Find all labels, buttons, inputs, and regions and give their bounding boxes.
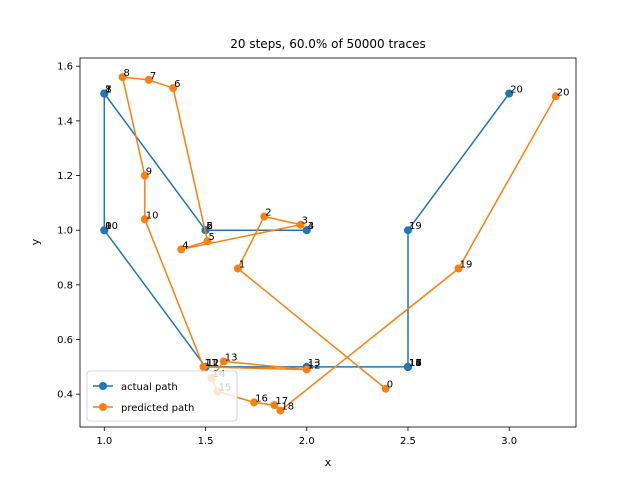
legend-label-predicted: predicted path (121, 403, 194, 414)
point-label-predicted: 7 (150, 71, 156, 82)
y-tick-label: 0.4 (57, 390, 73, 401)
point-label-actual: 10 (105, 221, 118, 232)
chart-title: 20 steps, 60.0% of 50000 traces (230, 37, 425, 51)
data-point-predicted (177, 245, 186, 254)
data-point-predicted (381, 384, 390, 393)
y-tick-label: 0.6 (57, 335, 73, 346)
data-point-predicted (140, 215, 149, 224)
point-label-actual: 14 (409, 358, 422, 369)
data-point-predicted (169, 84, 178, 93)
point-label-actual: 13 (308, 358, 321, 369)
legend-marker-actual (99, 382, 107, 390)
y-tick-label: 1.0 (57, 226, 73, 237)
data-point-predicted (199, 362, 208, 371)
point-label-predicted: 0 (387, 380, 393, 391)
point-label-actual: 1 (105, 85, 111, 96)
y-tick-label: 0.8 (57, 280, 73, 291)
data-point-predicted (260, 212, 269, 221)
point-label-actual: 5 (207, 221, 213, 232)
data-point-actual (403, 362, 412, 371)
data-point-actual (403, 226, 412, 235)
x-axis-label: x (325, 456, 332, 469)
x-tick-label: 1.0 (96, 436, 112, 447)
y-axis-label: y (29, 238, 42, 245)
data-point-actual (505, 89, 514, 98)
point-label-actual: 3 (308, 221, 314, 232)
data-point-predicted (296, 220, 305, 229)
point-label-predicted: 4 (182, 240, 188, 251)
x-tick-label: 2.5 (400, 436, 416, 447)
point-label-predicted: 11 (204, 358, 217, 369)
point-label-actual: 2 (207, 221, 213, 232)
point-label-predicted: 19 (460, 259, 473, 270)
point-label-actual: 12 (207, 358, 220, 369)
data-point-predicted (233, 264, 242, 273)
point-label-predicted: 9 (146, 167, 152, 178)
point-label-actual: 6 (207, 221, 213, 232)
point-label-actual: 19 (409, 221, 422, 232)
legend: actual path predicted path (86, 370, 238, 422)
legend-marker-predicted (99, 403, 107, 411)
x-tick-label: 3.0 (501, 436, 517, 447)
data-point-actual (100, 89, 109, 98)
point-label-actual: 11 (207, 358, 220, 369)
series-line-actual (103, 92, 510, 368)
point-label-actual: 7 (105, 85, 111, 96)
point-label-predicted: 20 (557, 87, 570, 98)
point-label-actual: 18 (409, 358, 422, 369)
legend-label-actual: actual path (121, 382, 178, 393)
data-point-predicted (270, 401, 279, 410)
point-label-actual: 9 (105, 221, 111, 232)
data-point-actual (100, 226, 109, 235)
point-label-actual: 4 (308, 221, 314, 232)
point-label-actual: 17 (409, 358, 422, 369)
point-label-predicted: 13 (225, 352, 238, 363)
point-label-actual: 0 (105, 221, 111, 232)
point-label-predicted: 8 (124, 68, 130, 79)
point-label-predicted: 1 (239, 259, 245, 270)
data-point-predicted (302, 365, 311, 374)
data-point-predicted (250, 398, 259, 407)
point-label-predicted: 18 (281, 402, 294, 413)
point-label-predicted: 2 (265, 208, 271, 219)
y-tick-label: 1.2 (57, 171, 73, 182)
point-label-predicted: 5 (209, 232, 215, 243)
data-point-predicted (219, 357, 228, 366)
axis-ticks: 1.0 1.5 2.0 2.5 3.0 0.4 0.6 0.8 1.0 1.2 1.4 1.6 (57, 62, 517, 447)
point-label-actual: 15 (409, 358, 422, 369)
data-point-predicted (551, 92, 560, 101)
y-tick-label: 1.4 (57, 116, 73, 127)
data-point-actual (302, 226, 311, 235)
data-point-predicted (144, 75, 153, 84)
point-label-actual: 8 (105, 85, 111, 96)
data-point-predicted (454, 264, 463, 273)
axes-frame (79, 57, 577, 428)
data-point-predicted (118, 73, 127, 82)
x-tick-label: 2.0 (299, 436, 315, 447)
y-tick-label: 1.6 (57, 62, 73, 73)
point-label-predicted: 6 (174, 79, 180, 90)
point-label-predicted: 16 (255, 393, 268, 404)
data-point-predicted (140, 171, 149, 180)
point-label-predicted: 3 (302, 216, 308, 227)
point-label-predicted: 12 (308, 361, 321, 372)
data-point-predicted (276, 406, 285, 415)
legend-box (86, 370, 238, 422)
point-label-predicted: 17 (275, 396, 288, 407)
x-tick-label: 1.5 (198, 436, 214, 447)
point-label-actual: 16 (409, 358, 422, 369)
data-point-predicted (203, 237, 212, 246)
point-label-predicted: 10 (146, 210, 159, 221)
point-label-actual: 20 (510, 85, 523, 96)
